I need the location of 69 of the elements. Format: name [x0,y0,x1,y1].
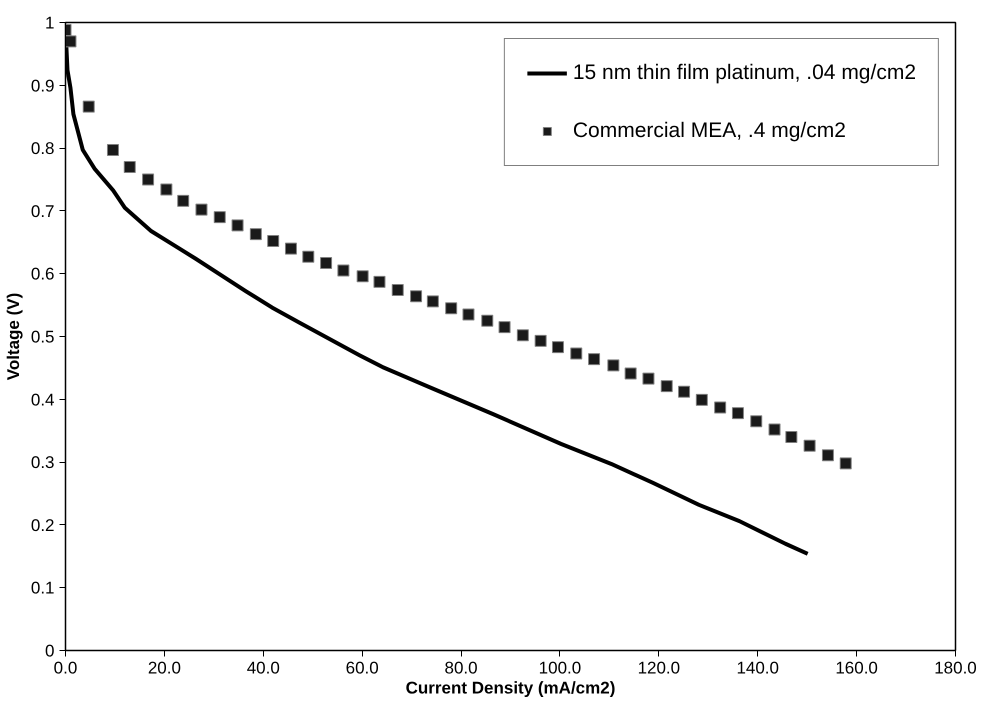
y-tick-label: 0.4 [30,390,55,410]
y-tick-label: 0 [45,642,55,660]
point [588,353,600,366]
point [267,235,280,248]
y-tick-label: 0.3 [30,453,55,472]
point [356,270,369,282]
point [445,302,458,314]
point [822,449,834,462]
point [250,228,262,240]
point [660,380,673,392]
point [624,368,637,380]
point [642,372,654,385]
y-tick-label: 1 [45,14,55,32]
point [516,329,529,342]
point [607,359,620,372]
point [750,415,762,428]
legend-label: Commercial MEA, .4 mg/cm2 [572,119,846,143]
point [320,257,332,270]
point [768,423,781,436]
point [840,457,852,470]
x-tick-label: 100.0 [538,658,582,678]
point [714,401,726,414]
x-tick-label: 160.0 [835,658,878,678]
point [232,219,244,232]
x-tick-label: 180.0 [934,658,977,678]
point [785,430,798,443]
point [142,174,154,186]
point [302,250,314,263]
x-tick-label: 120.0 [638,658,680,678]
point [337,264,350,277]
y-tick-label: 0.9 [30,76,55,96]
point [106,144,119,156]
point [481,314,494,327]
point [552,341,564,354]
point [732,407,744,420]
point [160,184,172,196]
point [66,35,76,48]
legend-label: 15 nm thin film platinum, .04 mg/cm2 [572,61,916,85]
point [392,284,404,296]
y-tick-label: 0.7 [30,202,55,221]
y-tick-label: 0.2 [30,516,55,535]
point [534,334,547,347]
x-tick-label: 0.0 [54,658,78,678]
point [373,276,386,288]
y-tick-label: 0.8 [30,139,55,158]
point [177,194,190,207]
point [426,295,439,308]
x-tick-label: 80.0 [444,658,478,678]
x-axis-title: Current Density (mA/cm2) [406,678,616,698]
point [82,100,95,113]
y-tick-label: 0.1 [30,578,55,598]
point [498,321,511,334]
point [804,440,816,452]
x-tick-label: 40.0 [246,658,280,678]
y-tick-label: 0.5 [30,328,55,346]
point [124,160,136,173]
x-tick-label: 140.0 [736,658,779,678]
point [696,394,708,406]
point [462,308,474,321]
point [195,204,208,216]
x-tick-label: 20.0 [148,658,181,678]
point [214,211,226,224]
x-tick-label: 60.0 [346,658,379,678]
y-tick-label: 0.6 [30,264,55,284]
point [284,242,297,255]
y-axis-title: Voltage (V) [4,292,23,380]
point [410,290,422,302]
point [570,347,582,360]
point [678,386,690,398]
